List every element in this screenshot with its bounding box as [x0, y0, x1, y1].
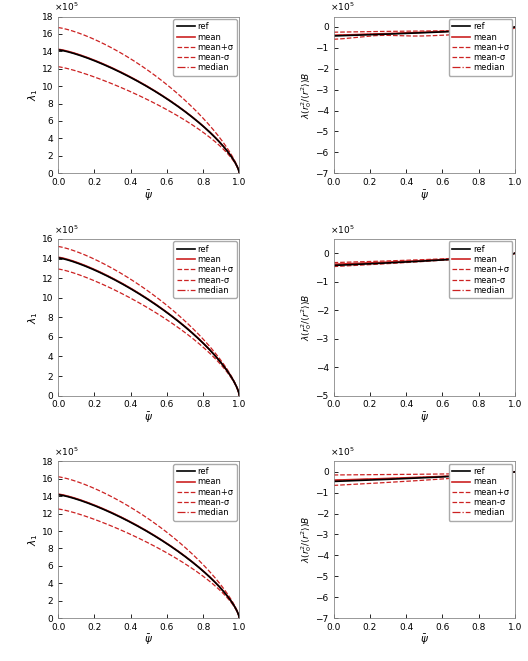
- X-axis label: $\bar{\psi}$: $\bar{\psi}$: [420, 411, 429, 425]
- Legend: ref, mean, mean+σ, mean-σ, median: ref, mean, mean+σ, mean-σ, median: [173, 241, 237, 298]
- X-axis label: $\bar{\psi}$: $\bar{\psi}$: [420, 633, 429, 647]
- Y-axis label: $\lambda_1$: $\lambda_1$: [26, 533, 40, 546]
- Text: $\times10^5$: $\times10^5$: [330, 1, 354, 13]
- Text: $\times10^5$: $\times10^5$: [330, 223, 354, 236]
- Legend: ref, mean, mean+σ, mean-σ, median: ref, mean, mean+σ, mean-σ, median: [173, 19, 237, 76]
- Legend: ref, mean, mean+σ, mean-σ, median: ref, mean, mean+σ, mean-σ, median: [449, 464, 512, 521]
- Y-axis label: $\lambda(r_0^2/\langle r^2\rangle)B$: $\lambda(r_0^2/\langle r^2\rangle)B$: [299, 71, 314, 118]
- Legend: ref, mean, mean+σ, mean-σ, median: ref, mean, mean+σ, mean-σ, median: [449, 19, 512, 76]
- Y-axis label: $\lambda(r_0^2/\langle r^2\rangle)B$: $\lambda(r_0^2/\langle r^2\rangle)B$: [299, 293, 314, 341]
- Legend: ref, mean, mean+σ, mean-σ, median: ref, mean, mean+σ, mean-σ, median: [173, 464, 237, 521]
- Y-axis label: $\lambda_1$: $\lambda_1$: [26, 311, 40, 324]
- X-axis label: $\bar{\psi}$: $\bar{\psi}$: [144, 633, 153, 647]
- X-axis label: $\bar{\psi}$: $\bar{\psi}$: [144, 411, 153, 425]
- Text: $\times10^5$: $\times10^5$: [54, 446, 79, 458]
- Text: $\times10^5$: $\times10^5$: [330, 446, 354, 458]
- Y-axis label: $\lambda(r_0^2/\langle r^2\rangle)B$: $\lambda(r_0^2/\langle r^2\rangle)B$: [299, 516, 314, 563]
- Text: $\times10^5$: $\times10^5$: [54, 1, 79, 13]
- Y-axis label: $\lambda_1$: $\lambda_1$: [26, 89, 40, 101]
- X-axis label: $\bar{\psi}$: $\bar{\psi}$: [144, 188, 153, 202]
- X-axis label: $\bar{\psi}$: $\bar{\psi}$: [420, 188, 429, 202]
- Legend: ref, mean, mean+σ, mean-σ, median: ref, mean, mean+σ, mean-σ, median: [449, 241, 512, 298]
- Text: $\times10^5$: $\times10^5$: [54, 223, 79, 236]
